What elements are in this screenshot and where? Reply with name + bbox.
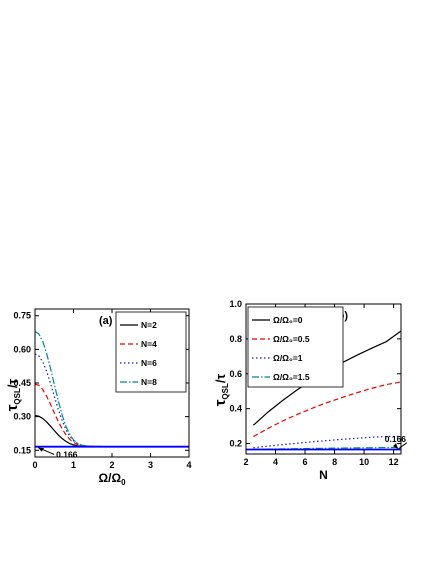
x-tick-label: 2 <box>109 460 114 470</box>
y-axis-label-sub: QSL <box>221 383 230 400</box>
series-line-1 <box>35 383 189 448</box>
legend-label: N=4 <box>141 339 157 349</box>
y-tick-label: 0.6 <box>229 369 242 379</box>
y-tick-label: 0.45 <box>13 378 31 388</box>
y-axis-label: τQSL/τ <box>212 374 230 407</box>
x-axis-label: Ω/Ω0 <box>98 471 126 487</box>
x-axis-label-main: N <box>319 468 328 482</box>
x-tick-label: 3 <box>148 460 153 470</box>
y-axis-label: τQSL/τ <box>4 379 22 412</box>
x-tick-label: 4 <box>273 457 278 467</box>
y-tick-label: 0.4 <box>229 404 242 414</box>
x-tick-label: 4 <box>186 460 191 470</box>
legend-label: Ω/Ω₀=1.5 <box>273 372 310 382</box>
annotation-arrow <box>37 447 55 455</box>
x-axis-label-sub: 0 <box>121 478 126 487</box>
annotation-label: 0.166 <box>385 434 407 444</box>
panel-b: 246810120.20.40.60.81.0NτQSL/τ(b)Ω/Ω₀=0Ω… <box>212 299 408 482</box>
y-tick-label: 0.2 <box>229 439 242 449</box>
y-axis-label-tail: /τ <box>5 379 20 389</box>
series-group <box>35 330 189 448</box>
y-axis-label-tau: τ <box>4 404 21 411</box>
legend-label: Ω/Ω₀=1 <box>273 353 303 363</box>
series-group <box>246 330 401 451</box>
x-tick-label: 8 <box>332 457 337 467</box>
y-tick-label: 0.60 <box>13 344 31 354</box>
x-tick-label: 12 <box>389 457 399 467</box>
y-axis-label-sub: QSL <box>13 388 22 405</box>
x-tick-label: 0 <box>32 460 37 470</box>
x-axis-label-main: Ω/Ω <box>98 471 121 485</box>
y-tick-label: 0.15 <box>13 445 31 455</box>
x-axis-label: N <box>319 468 328 482</box>
y-axis-label-tau: τ <box>212 399 229 406</box>
legend-label: N=8 <box>141 377 157 387</box>
y-tick-label: 1.0 <box>229 299 242 309</box>
annotation-label: 0.166 <box>56 449 78 459</box>
legend-label: Ω/Ω₀=0 <box>273 315 303 325</box>
x-tick-label: 6 <box>303 457 308 467</box>
legend: Ω/Ω₀=0 Ω/Ω₀=0.5 Ω/Ω₀=1 Ω/Ω₀=1.5 <box>247 306 344 388</box>
annotation-arrow <box>393 442 408 450</box>
legend-label: N=2 <box>141 320 157 330</box>
legend-label: Ω/Ω₀=0.5 <box>273 334 310 344</box>
x-tick-label: 10 <box>359 457 369 467</box>
legend-label: N=6 <box>141 358 157 368</box>
legend: N=2 N=4 N=6 N=8 <box>115 311 187 393</box>
x-tick-label: 1 <box>71 460 76 470</box>
y-tick-label: 0.75 <box>13 311 31 321</box>
series-line-2 <box>253 435 401 449</box>
x-tick-label: 2 <box>243 457 248 467</box>
y-tick-label: 0.30 <box>13 412 31 422</box>
y-tick-label: 0.8 <box>229 334 242 344</box>
y-axis-label-tail: /τ <box>213 374 228 384</box>
plot-frame <box>245 303 402 455</box>
series-line-1 <box>253 381 401 438</box>
panel-label: (a) <box>99 315 113 327</box>
